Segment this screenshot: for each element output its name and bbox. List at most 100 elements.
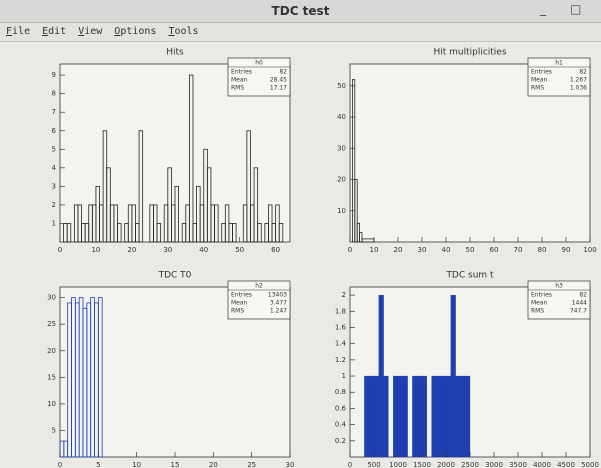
stats-name: h3 (555, 283, 563, 290)
x-tick-label: 2000 (437, 461, 455, 468)
x-tick-label: 2500 (461, 461, 479, 468)
x-tick-label: 100 (583, 246, 596, 254)
y-tick-label: 20 (47, 347, 56, 355)
y-tick-label: 30 (47, 294, 56, 302)
x-tick-label: 30 (163, 246, 172, 254)
menu-item[interactable]: View (72, 23, 108, 37)
stats-value: 13403 (268, 292, 287, 299)
y-tick-label: 1.2 (335, 356, 346, 364)
y-tick-label: 10 (47, 400, 56, 408)
histogram-bin (398, 376, 403, 457)
y-tick-label: 0.6 (335, 404, 347, 412)
x-tick-label: 3500 (509, 461, 527, 468)
plot-title: Hit multiplicities (433, 48, 506, 58)
y-tick-label: 1 (52, 219, 56, 227)
canvas: Hits0102030405060123456789h0Entries82Mea… (0, 42, 601, 468)
histogram-bin (441, 376, 446, 457)
menu-item[interactable]: Options (108, 23, 162, 37)
histogram-bin (412, 376, 417, 457)
histogram-bin (451, 295, 456, 457)
x-tick-label: 0 (348, 246, 352, 254)
y-tick-label: 20 (337, 176, 346, 184)
title-bar: TDC test _ □ (0, 0, 601, 23)
histogram-bin (369, 376, 374, 457)
y-tick-label: 9 (52, 71, 56, 79)
y-tick-label: 25 (47, 320, 56, 328)
y-tick-label: 1.6 (335, 323, 347, 331)
x-tick-label: 90 (562, 246, 571, 254)
y-tick-label: 1.8 (335, 307, 346, 315)
x-tick-label: 0 (58, 461, 62, 468)
stats-value: 28.45 (270, 77, 287, 84)
menu-item[interactable]: File (0, 23, 36, 37)
x-tick-label: 10 (132, 461, 141, 468)
y-tick-label: 0.8 (335, 388, 346, 396)
x-tick-label: 20 (209, 461, 218, 468)
x-tick-label: 5 (96, 461, 100, 468)
stats-value: 1.267 (570, 77, 587, 84)
stats-value: 82 (579, 292, 587, 299)
y-tick-label: 0.2 (335, 437, 346, 445)
plot-title: TDC sum t (445, 271, 494, 281)
y-tick-label: 2 (52, 201, 56, 209)
page: TDC test _ □ FileEditViewOptionsTools Hi… (0, 0, 601, 468)
stats-name: h1 (555, 60, 563, 67)
y-tick-label: 50 (337, 82, 346, 90)
x-tick-label: 60 (271, 246, 280, 254)
x-tick-label: 50 (235, 246, 244, 254)
stats-value: 747.7 (570, 308, 587, 315)
stats-value: 82 (279, 69, 287, 76)
histogram-bin (393, 376, 398, 457)
x-tick-label: 20 (127, 246, 136, 254)
x-tick-label: 0 (348, 461, 352, 468)
histogram-bin (417, 376, 422, 457)
x-tick-label: 500 (367, 461, 380, 468)
stats-label: Entries (231, 292, 252, 299)
stats-label: Entries (231, 69, 252, 76)
stats-label: Mean (231, 300, 248, 307)
stats-value: 1444 (572, 300, 587, 307)
histogram-bin (465, 376, 470, 457)
histogram-bin (384, 376, 389, 457)
stats-value: 17.17 (270, 85, 287, 92)
histogram-bin (456, 376, 461, 457)
stats-label: RMS (231, 85, 244, 92)
histogram-bin (432, 376, 437, 457)
stats-label: RMS (231, 308, 244, 315)
menu-item[interactable]: Tools (162, 23, 204, 37)
x-tick-label: 25 (247, 461, 256, 468)
y-tick-label: 5 (52, 426, 56, 434)
x-tick-label: 0 (58, 246, 62, 254)
histogram-bin (364, 376, 369, 457)
x-tick-label: 50 (466, 246, 475, 254)
x-tick-label: 20 (394, 246, 403, 254)
y-tick-label: 5 (52, 145, 56, 153)
stats-name: h2 (255, 283, 263, 290)
stats-label: Mean (231, 77, 248, 84)
maximize-button[interactable]: □ (570, 2, 581, 16)
x-tick-label: 1000 (389, 461, 407, 468)
histogram-bin (460, 376, 465, 457)
menu-item[interactable]: Edit (36, 23, 72, 37)
x-tick-label: 30 (286, 461, 295, 468)
y-tick-label: 10 (337, 207, 346, 215)
y-tick-label: 1.4 (335, 340, 347, 348)
y-tick-label: 4 (52, 164, 57, 172)
x-tick-label: 3000 (485, 461, 503, 468)
stats-value: 3.477 (270, 300, 287, 307)
stats-label: Mean (531, 300, 548, 307)
stats-label: RMS (531, 85, 544, 92)
x-tick-label: 80 (538, 246, 547, 254)
minimize-button[interactable]: _ (540, 2, 546, 16)
stats-value: 1.247 (270, 308, 287, 315)
y-tick-label: 2 (342, 291, 346, 299)
x-tick-label: 4500 (557, 461, 575, 468)
x-tick-label: 30 (418, 246, 427, 254)
histogram-bin (374, 376, 379, 457)
x-tick-label: 5000 (581, 461, 599, 468)
histogram-bin (446, 376, 451, 457)
